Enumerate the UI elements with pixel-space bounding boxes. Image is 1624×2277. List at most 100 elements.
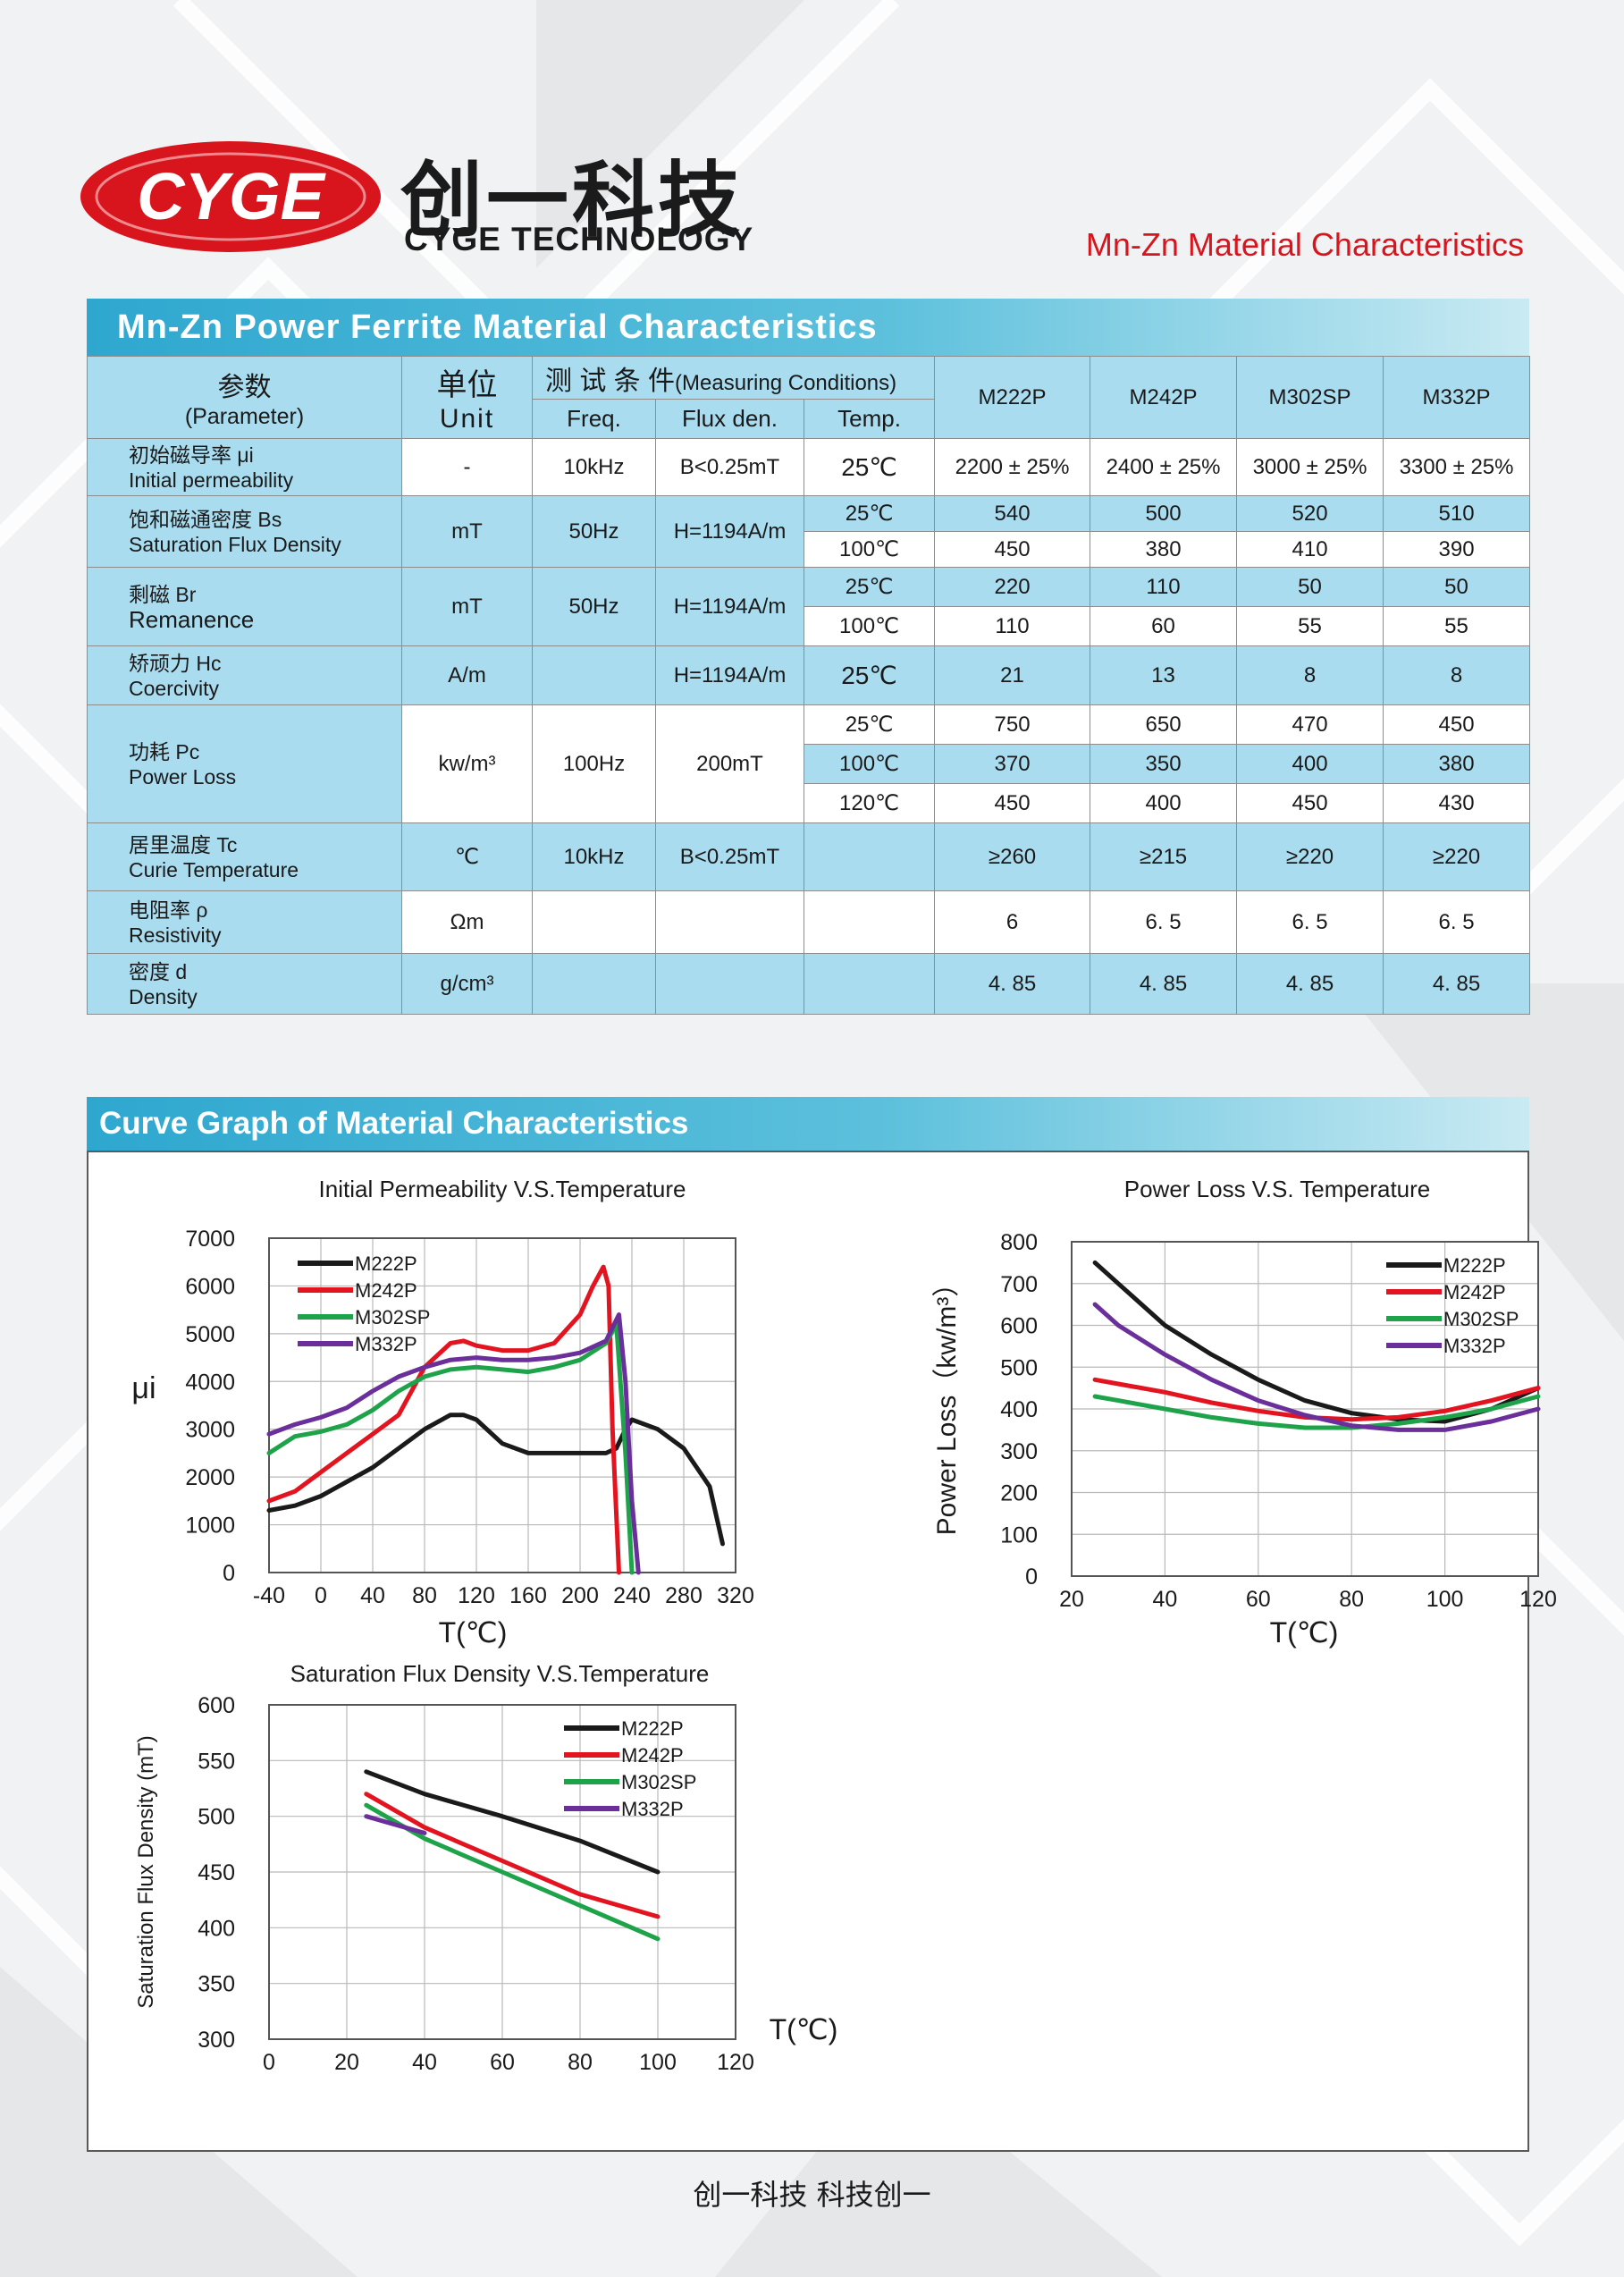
legend-label: M302SP xyxy=(621,1771,696,1793)
unit-header-cn: 单位 xyxy=(436,368,498,402)
freq-cell: 50Hz xyxy=(532,567,656,646)
x-tick-label: 120 xyxy=(717,2050,754,2075)
value-cell: 380 xyxy=(1383,744,1531,784)
x-axis-label: T(℃) xyxy=(770,2013,838,2045)
flux-header: Flux den. xyxy=(655,399,804,439)
logo-text: CYGE xyxy=(137,159,326,233)
value-cell: 110 xyxy=(1090,567,1238,607)
param-header: 参数 (Parameter) xyxy=(87,356,402,439)
value-cell: 450 xyxy=(1383,704,1531,745)
value-cell: 4. 85 xyxy=(1383,953,1531,1015)
value-cell: 450 xyxy=(934,783,1091,823)
temp-cell: 25℃ xyxy=(803,645,936,705)
value-cell: 2200 ± 25% xyxy=(934,438,1091,496)
y-tick-label: 5000 xyxy=(185,1322,235,1347)
param-cell: 饱和磁通密度 Bs Saturation Flux Density xyxy=(87,495,402,568)
series-line-m242p xyxy=(364,1792,661,1919)
param-name-en: Curie Temperature xyxy=(129,857,299,881)
y-tick-label: 500 xyxy=(1000,1355,1038,1380)
y-tick-label: 300 xyxy=(1000,1439,1038,1464)
value-cell: 4. 85 xyxy=(1236,953,1384,1015)
table-row: 初始磁导率 μi Initial permeability - 10kHz B<0… xyxy=(87,438,1531,496)
x-tick-label: 20 xyxy=(1059,1587,1084,1612)
y-tick-label: 400 xyxy=(1000,1397,1038,1422)
param-name-cn: 电阻率 ρ xyxy=(129,898,208,922)
unit-cell: A/m xyxy=(401,645,533,705)
flux-cell xyxy=(655,953,804,1015)
value-cell: 430 xyxy=(1383,783,1531,823)
legend-label: M242P xyxy=(621,1744,684,1767)
table-section-banner: Mn-Zn Power Ferrite Material Characteris… xyxy=(87,299,1529,356)
y-tick-label: 800 xyxy=(1000,1230,1038,1255)
value-cell: 510 xyxy=(1383,495,1531,532)
material-header-3: M332P xyxy=(1383,356,1531,439)
conditions-header: 测 试 条 件(Measuring Conditions) xyxy=(531,356,936,400)
param-cell: 功耗 Pc Power Loss xyxy=(87,704,402,823)
param-name-en: Initial permeability xyxy=(129,468,294,492)
y-tick-label: 600 xyxy=(198,1693,235,1718)
temp-cell: 120℃ xyxy=(803,783,936,823)
x-tick-label: 120 xyxy=(458,1583,495,1608)
temp-cell: 100℃ xyxy=(803,531,936,568)
y-tick-label: 3000 xyxy=(185,1418,235,1443)
value-cell: 4. 85 xyxy=(1090,953,1238,1015)
freq-cell: 100Hz xyxy=(532,704,656,823)
x-tick-label: 120 xyxy=(1519,1587,1557,1612)
value-cell: 55 xyxy=(1236,606,1384,646)
x-axis-label: T(℃) xyxy=(439,1616,508,1649)
series-line-m332p xyxy=(364,1814,427,1835)
temp-cell: 25℃ xyxy=(803,567,936,607)
param-name-en: Power Loss xyxy=(129,764,237,789)
y-tick-label: 700 xyxy=(1000,1272,1038,1297)
value-cell: 13 xyxy=(1090,645,1238,705)
legend-label: M302SP xyxy=(355,1306,430,1328)
table-row: 矫顽力 Hc Coercivity A/m H=1194A/m 25℃ 21 13… xyxy=(87,645,1531,705)
value-cell: 380 xyxy=(1090,531,1238,568)
x-tick-label: 80 xyxy=(1339,1587,1364,1612)
param-name-cn: 饱和磁通密度 Bs xyxy=(129,507,282,531)
x-tick-label: 80 xyxy=(412,1583,437,1608)
unit-cell: Ωm xyxy=(401,890,533,954)
y-tick-label: 450 xyxy=(198,1860,235,1885)
legend-label: M242P xyxy=(1443,1281,1506,1303)
x-tick-label: 40 xyxy=(412,2050,437,2075)
value-cell: 6 xyxy=(934,890,1091,954)
y-tick-label: 100 xyxy=(1000,1522,1038,1548)
value-cell: 4. 85 xyxy=(934,953,1091,1015)
temp-cell: 100℃ xyxy=(803,606,936,646)
y-tick-label: 350 xyxy=(198,1972,235,1997)
chart-title: Power Loss V.S. Temperature xyxy=(1124,1176,1431,1202)
x-tick-label: 100 xyxy=(1426,1587,1464,1612)
x-tick-label: 200 xyxy=(561,1583,599,1608)
param-name-en: Density xyxy=(129,984,198,1008)
freq-header: Freq. xyxy=(532,399,656,439)
legend-label: M222P xyxy=(1443,1254,1506,1277)
param-cell: 居里温度 Tc Curie Temperature xyxy=(87,822,402,891)
unit-cell: ℃ xyxy=(401,822,533,891)
y-tick-label: 200 xyxy=(1000,1481,1038,1506)
value-cell: 500 xyxy=(1090,495,1238,532)
value-cell: 110 xyxy=(934,606,1091,646)
legend-label: M332P xyxy=(355,1333,417,1355)
permeability-chart: Initial Permeability V.S.Temperature -40 0… xyxy=(131,1176,753,1649)
freq-cell: 10kHz xyxy=(532,822,656,891)
legend-label: M222P xyxy=(621,1717,684,1740)
value-cell: 410 xyxy=(1236,531,1384,568)
unit-cell: kw/m³ xyxy=(401,704,533,823)
temp-cell xyxy=(803,953,936,1015)
param-name-cn: 矫顽力 Hc xyxy=(129,651,222,675)
value-cell: 370 xyxy=(934,744,1091,784)
param-name-en: Saturation Flux Density xyxy=(129,532,341,556)
table-row: 100℃ 110 60 55 55 xyxy=(88,606,1531,646)
unit-cell: mT xyxy=(401,567,533,646)
x-tick-label: 40 xyxy=(1152,1587,1177,1612)
series-line-m242p xyxy=(266,1264,621,1575)
param-name-en: Resistivity xyxy=(129,923,222,947)
y-tick-label: 4000 xyxy=(185,1370,235,1395)
value-cell: 8 xyxy=(1236,645,1384,705)
material-header-1: M242P xyxy=(1090,356,1238,439)
param-cell: 初始磁导率 μi Initial permeability xyxy=(87,438,402,496)
x-tick-label: 60 xyxy=(490,2050,515,2075)
x-tick-label: 240 xyxy=(613,1583,651,1608)
y-tick-label: 500 xyxy=(198,1805,235,1830)
